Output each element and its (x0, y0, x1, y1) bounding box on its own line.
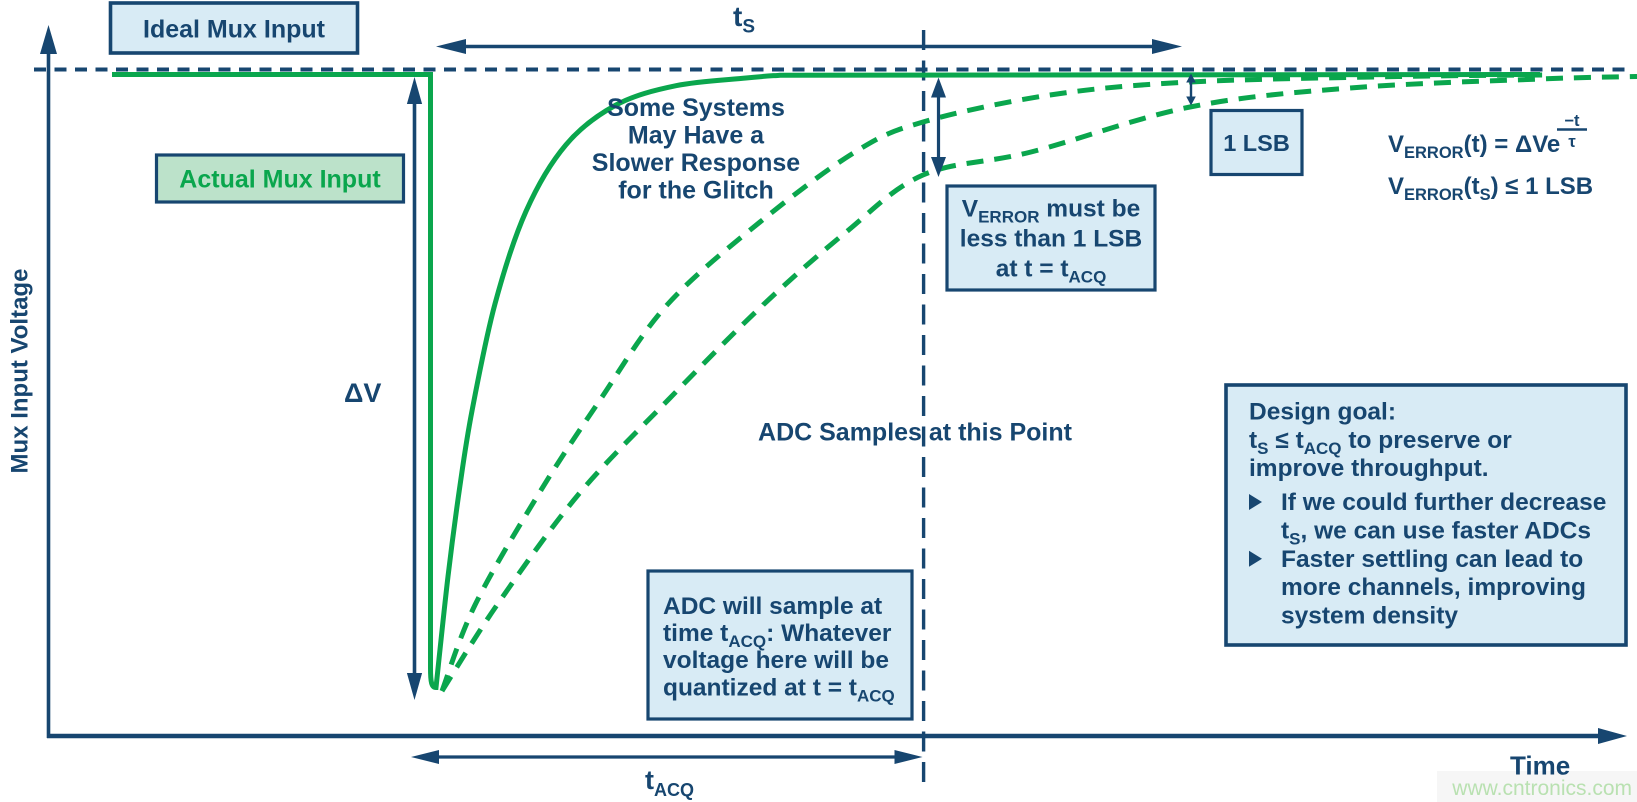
svg-text:voltage here will be: voltage here will be (663, 647, 889, 674)
svg-text:improve throughput.: improve throughput. (1249, 455, 1489, 482)
svg-text:Ideal Mux Input: Ideal Mux Input (143, 16, 326, 44)
svg-text:tS ≤ tACQ to preserve or: tS ≤ tACQ to preserve or (1249, 427, 1512, 458)
svg-text:Design goal:: Design goal: (1249, 398, 1396, 425)
svg-text:system density: system density (1281, 603, 1458, 630)
svg-text:If we could further decrease: If we could further decrease (1281, 489, 1606, 516)
svg-text:Mux Input Voltage: Mux Input Voltage (7, 269, 34, 474)
svg-text:time tACQ: Whatever: time tACQ: Whatever (663, 620, 892, 651)
svg-text:ADC will sample at: ADC will sample at (663, 593, 882, 620)
svg-text:ΔV: ΔV (344, 378, 381, 408)
svg-text:ADC Samples at this Point: ADC Samples at this Point (758, 419, 1073, 447)
svg-text:VERROR must be: VERROR must be (962, 196, 1141, 227)
svg-text:for the Glitch: for the Glitch (618, 176, 774, 204)
svg-text:Actual Mux Input: Actual Mux Input (179, 166, 381, 194)
svg-text:tS, we can use faster ADCs: tS, we can use faster ADCs (1281, 517, 1591, 548)
svg-text:May Have a: May Have a (628, 122, 765, 150)
svg-text:www.cntronics.com: www.cntronics.com (1451, 777, 1632, 800)
svg-text:1 LSB: 1 LSB (1223, 130, 1290, 156)
svg-text:Faster settling can lead to: Faster settling can lead to (1281, 546, 1583, 573)
svg-text:quantized at t = tACQ: quantized at t = tACQ (663, 674, 895, 705)
svg-text:more channels, improving: more channels, improving (1281, 574, 1586, 601)
svg-text:Some Systems: Some Systems (607, 94, 785, 122)
svg-text:Time: Time (1510, 751, 1570, 781)
svg-text:less than 1 LSB: less than 1 LSB (960, 226, 1142, 253)
svg-text:τ: τ (1568, 133, 1576, 151)
svg-text:−t: −t (1564, 112, 1580, 130)
svg-text:Slower Response: Slower Response (592, 149, 800, 177)
